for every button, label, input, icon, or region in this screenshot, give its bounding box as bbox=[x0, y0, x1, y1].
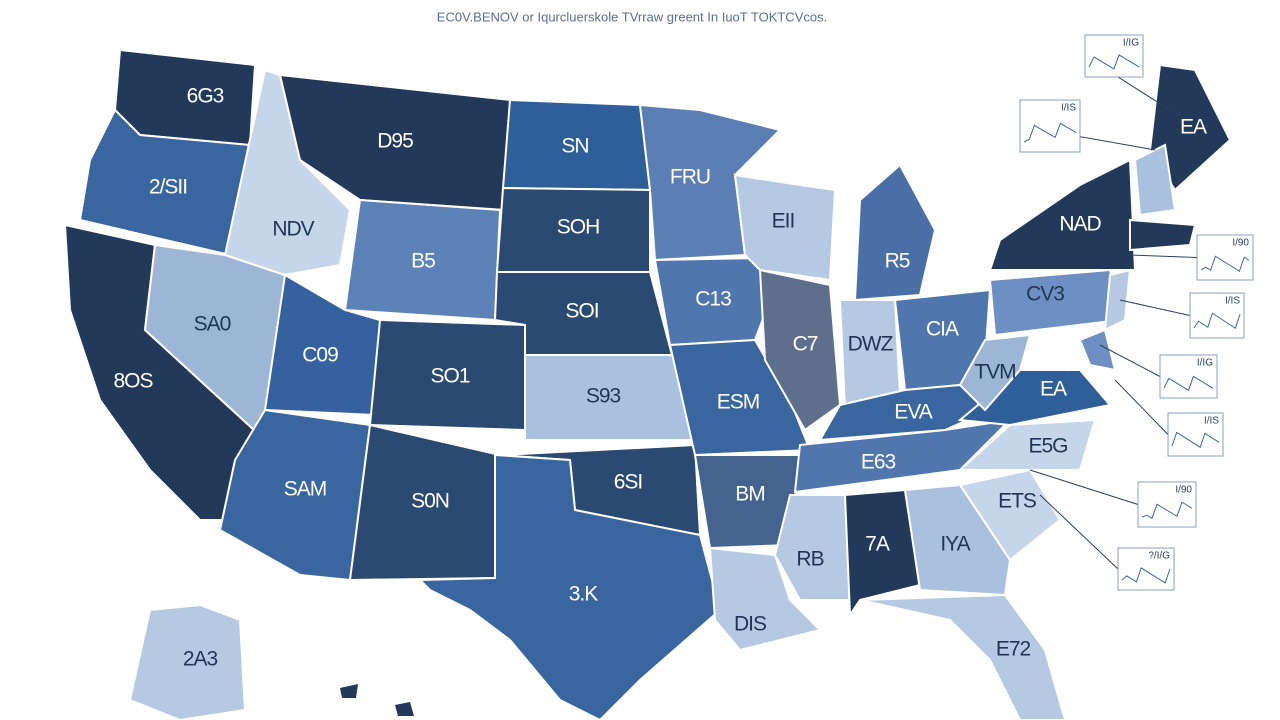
state-shape bbox=[340, 684, 358, 698]
state-shape bbox=[128, 603, 247, 720]
inset-box bbox=[1084, 34, 1144, 78]
insets: I/IG I/IS I/90 I/IS I/IG I/IS I/90 ?/I/G bbox=[1019, 34, 1254, 591]
state-label: C7 bbox=[793, 333, 818, 356]
leader-line bbox=[1114, 379, 1169, 435]
state-label: EII bbox=[772, 210, 795, 233]
state-shape bbox=[395, 702, 414, 716]
state-label: 7A bbox=[865, 533, 890, 556]
state-label: NAD bbox=[1059, 213, 1101, 236]
state-label: D95 bbox=[377, 130, 413, 153]
labels: 6G3 2/SII 8OS SA0 NDV D95 B5 C09 SO1 SAM S0N SN SOH S… bbox=[113, 85, 1208, 671]
leader-line bbox=[1129, 254, 1198, 258]
state-label: IYA bbox=[940, 533, 970, 556]
states bbox=[63, 48, 1232, 720]
state-label: EA bbox=[1180, 116, 1207, 139]
state-label: SAM bbox=[284, 478, 327, 501]
state-label: 2A3 bbox=[183, 648, 218, 671]
state-label: E5G bbox=[1028, 435, 1067, 458]
state-shape bbox=[1148, 63, 1232, 192]
state-label: 2/SII bbox=[149, 176, 187, 199]
sparkline bbox=[1023, 122, 1077, 143]
state-shape bbox=[668, 338, 812, 457]
state-shape bbox=[733, 173, 837, 282]
state-label: CV3 bbox=[1026, 283, 1064, 306]
leader-line bbox=[1039, 494, 1119, 570]
leader-line bbox=[1119, 299, 1191, 316]
sparkline bbox=[1121, 567, 1171, 584]
inset-label: ?/I/G bbox=[1148, 551, 1170, 562]
sparkline bbox=[1163, 375, 1214, 392]
state-label: SN bbox=[561, 135, 588, 158]
state-label: SOH bbox=[557, 216, 600, 239]
state-label: SOI bbox=[565, 300, 598, 323]
inset-label: I/IS bbox=[1061, 103, 1076, 114]
state-label: 6G3 bbox=[187, 85, 224, 108]
state-label: SO1 bbox=[430, 365, 469, 388]
inset-box bbox=[1019, 99, 1081, 153]
state-shape bbox=[758, 268, 842, 432]
state-shape bbox=[1103, 268, 1132, 332]
state-shape bbox=[903, 483, 1012, 597]
state-label: DWZ bbox=[848, 333, 894, 356]
state-shape bbox=[843, 488, 922, 619]
state-label: NDV bbox=[272, 218, 314, 241]
state-label: R5 bbox=[885, 250, 910, 273]
state-label: EVA bbox=[894, 401, 932, 424]
state-label: 6SI bbox=[614, 471, 643, 494]
state-label: SA0 bbox=[194, 313, 231, 336]
inset-box bbox=[1167, 412, 1224, 457]
state-label: 3.K bbox=[569, 583, 599, 606]
inset-label: I/IG bbox=[1123, 38, 1139, 49]
state-label: E72 bbox=[996, 638, 1031, 661]
state-label: E63 bbox=[861, 451, 896, 474]
state-label: S93 bbox=[586, 385, 621, 408]
state-label: C09 bbox=[302, 344, 338, 367]
state-shape bbox=[957, 418, 1097, 471]
state-label: ETS bbox=[998, 490, 1037, 513]
state-label: CIA bbox=[926, 318, 959, 341]
state-label: TVM bbox=[974, 361, 1015, 384]
state-label: FRU bbox=[670, 166, 710, 189]
state-shape bbox=[958, 468, 1062, 562]
state-shape bbox=[859, 593, 1067, 720]
sparkline bbox=[1171, 431, 1220, 449]
inset-box bbox=[1196, 234, 1254, 281]
leader-line bbox=[1099, 344, 1161, 377]
inset-box bbox=[1189, 292, 1245, 339]
state-label: DIS bbox=[734, 613, 767, 636]
inset-label: I/90 bbox=[1232, 238, 1249, 249]
state-shape bbox=[773, 494, 852, 601]
state-shape bbox=[793, 418, 1013, 494]
state-shape bbox=[1078, 328, 1117, 372]
state-label: BM bbox=[735, 483, 765, 506]
sparkline bbox=[1088, 54, 1140, 70]
map-title: EC0V.BENOV or Iqurcluerskole TVrraw gree… bbox=[437, 9, 827, 24]
leader-line bbox=[1029, 469, 1139, 505]
state-label: C13 bbox=[695, 288, 731, 311]
state-shape bbox=[853, 163, 937, 302]
sparkline bbox=[1200, 255, 1250, 273]
inset-label: I/IG bbox=[1197, 358, 1213, 369]
sparkline bbox=[1141, 501, 1193, 519]
state-label: 8OS bbox=[113, 370, 153, 393]
state-shape bbox=[988, 158, 1137, 271]
state-label: B5 bbox=[411, 250, 435, 273]
sparkline bbox=[1193, 312, 1241, 330]
state-label: RB bbox=[796, 548, 823, 571]
state-shape bbox=[958, 333, 1032, 412]
inset-label: I/IS bbox=[1204, 416, 1219, 427]
inset-label: I/IS bbox=[1225, 296, 1240, 307]
inset-label: I/90 bbox=[1175, 485, 1192, 496]
state-label: S0N bbox=[411, 490, 449, 513]
state-label: EA bbox=[1040, 378, 1067, 401]
state-label: ESM bbox=[717, 391, 760, 414]
state-shape bbox=[417, 453, 722, 720]
state-shape bbox=[1129, 218, 1197, 252]
